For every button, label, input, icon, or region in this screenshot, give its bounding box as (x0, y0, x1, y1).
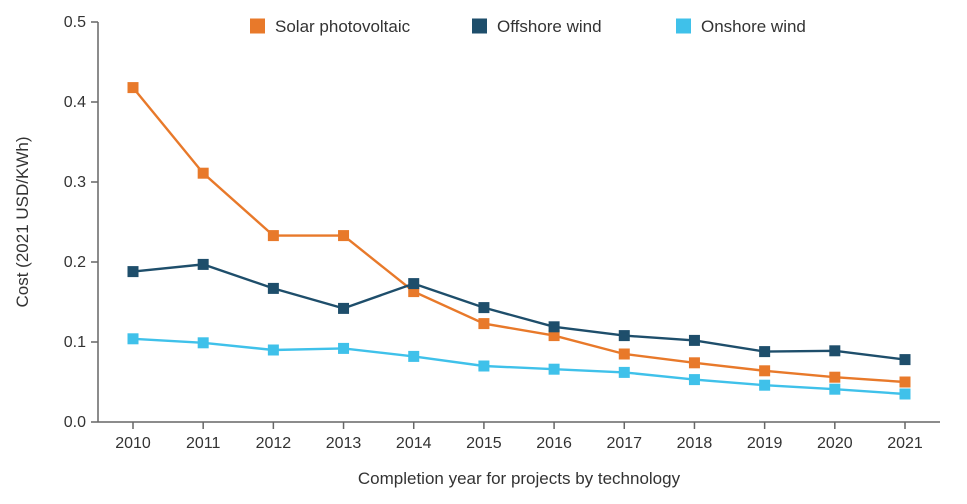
series-marker (128, 266, 139, 277)
series-marker (128, 82, 139, 93)
series-marker (829, 345, 840, 356)
y-tick-label: 0.3 (64, 174, 86, 191)
series-marker (478, 302, 489, 313)
y-tick-label: 0.5 (64, 14, 86, 31)
x-tick-label: 2016 (536, 435, 572, 452)
x-tick-label: 2017 (606, 435, 642, 452)
x-tick-label: 2011 (186, 435, 221, 452)
legend-swatch (472, 19, 487, 34)
cost-chart: 0.0 0.1 0.2 0.3 0.4 0.5 Cost (2021 USD/KWh) 201… (0, 0, 967, 504)
y-tick-label: 0.4 (64, 94, 86, 111)
series-marker (478, 361, 489, 372)
series-marker (549, 321, 560, 332)
legend-swatch (250, 19, 265, 34)
series-marker (268, 230, 279, 241)
series-marker (759, 346, 770, 357)
legend-label: Offshore wind (497, 17, 602, 36)
legend-label: Onshore wind (701, 17, 806, 36)
x-tick-label: 2019 (747, 435, 783, 452)
series-marker (689, 335, 700, 346)
x-tick-label: 2015 (466, 435, 502, 452)
series-marker (408, 278, 419, 289)
series-marker (900, 354, 911, 365)
series-marker (198, 168, 209, 179)
x-tick-label: 2018 (677, 435, 713, 452)
legend-swatch (676, 19, 691, 34)
series-marker (759, 365, 770, 376)
series-marker (408, 351, 419, 362)
series-marker (619, 330, 630, 341)
series-marker (549, 364, 560, 375)
y-tick-label: 0.2 (64, 254, 86, 271)
x-axis-label: Completion year for projects by technolo… (358, 469, 681, 488)
series-marker (900, 389, 911, 400)
series-marker (689, 374, 700, 385)
series-marker (829, 372, 840, 383)
x-tick-label: 2013 (326, 435, 362, 452)
series-marker (338, 303, 349, 314)
series-marker (619, 349, 630, 360)
series-marker (268, 283, 279, 294)
legend-label: Solar photovoltaic (275, 17, 411, 36)
series-marker (689, 357, 700, 368)
series-marker (198, 337, 209, 348)
y-tick-label: 0.0 (64, 414, 86, 431)
x-tick-label: 2014 (396, 435, 432, 452)
series-marker (829, 384, 840, 395)
series-marker (268, 345, 279, 356)
x-tick-label: 2010 (115, 435, 151, 452)
y-tick-label: 0.1 (64, 334, 86, 351)
series-marker (198, 259, 209, 270)
series-marker (759, 380, 770, 391)
y-axis-label: Cost (2021 USD/KWh) (13, 137, 32, 308)
series-marker (338, 230, 349, 241)
series-marker (900, 377, 911, 388)
x-tick-label: 2020 (817, 435, 853, 452)
series-marker (338, 343, 349, 354)
series-marker (128, 333, 139, 344)
x-tick-label: 2012 (256, 435, 292, 452)
series-marker (619, 367, 630, 378)
x-tick-label: 2021 (887, 435, 923, 452)
series-marker (478, 318, 489, 329)
